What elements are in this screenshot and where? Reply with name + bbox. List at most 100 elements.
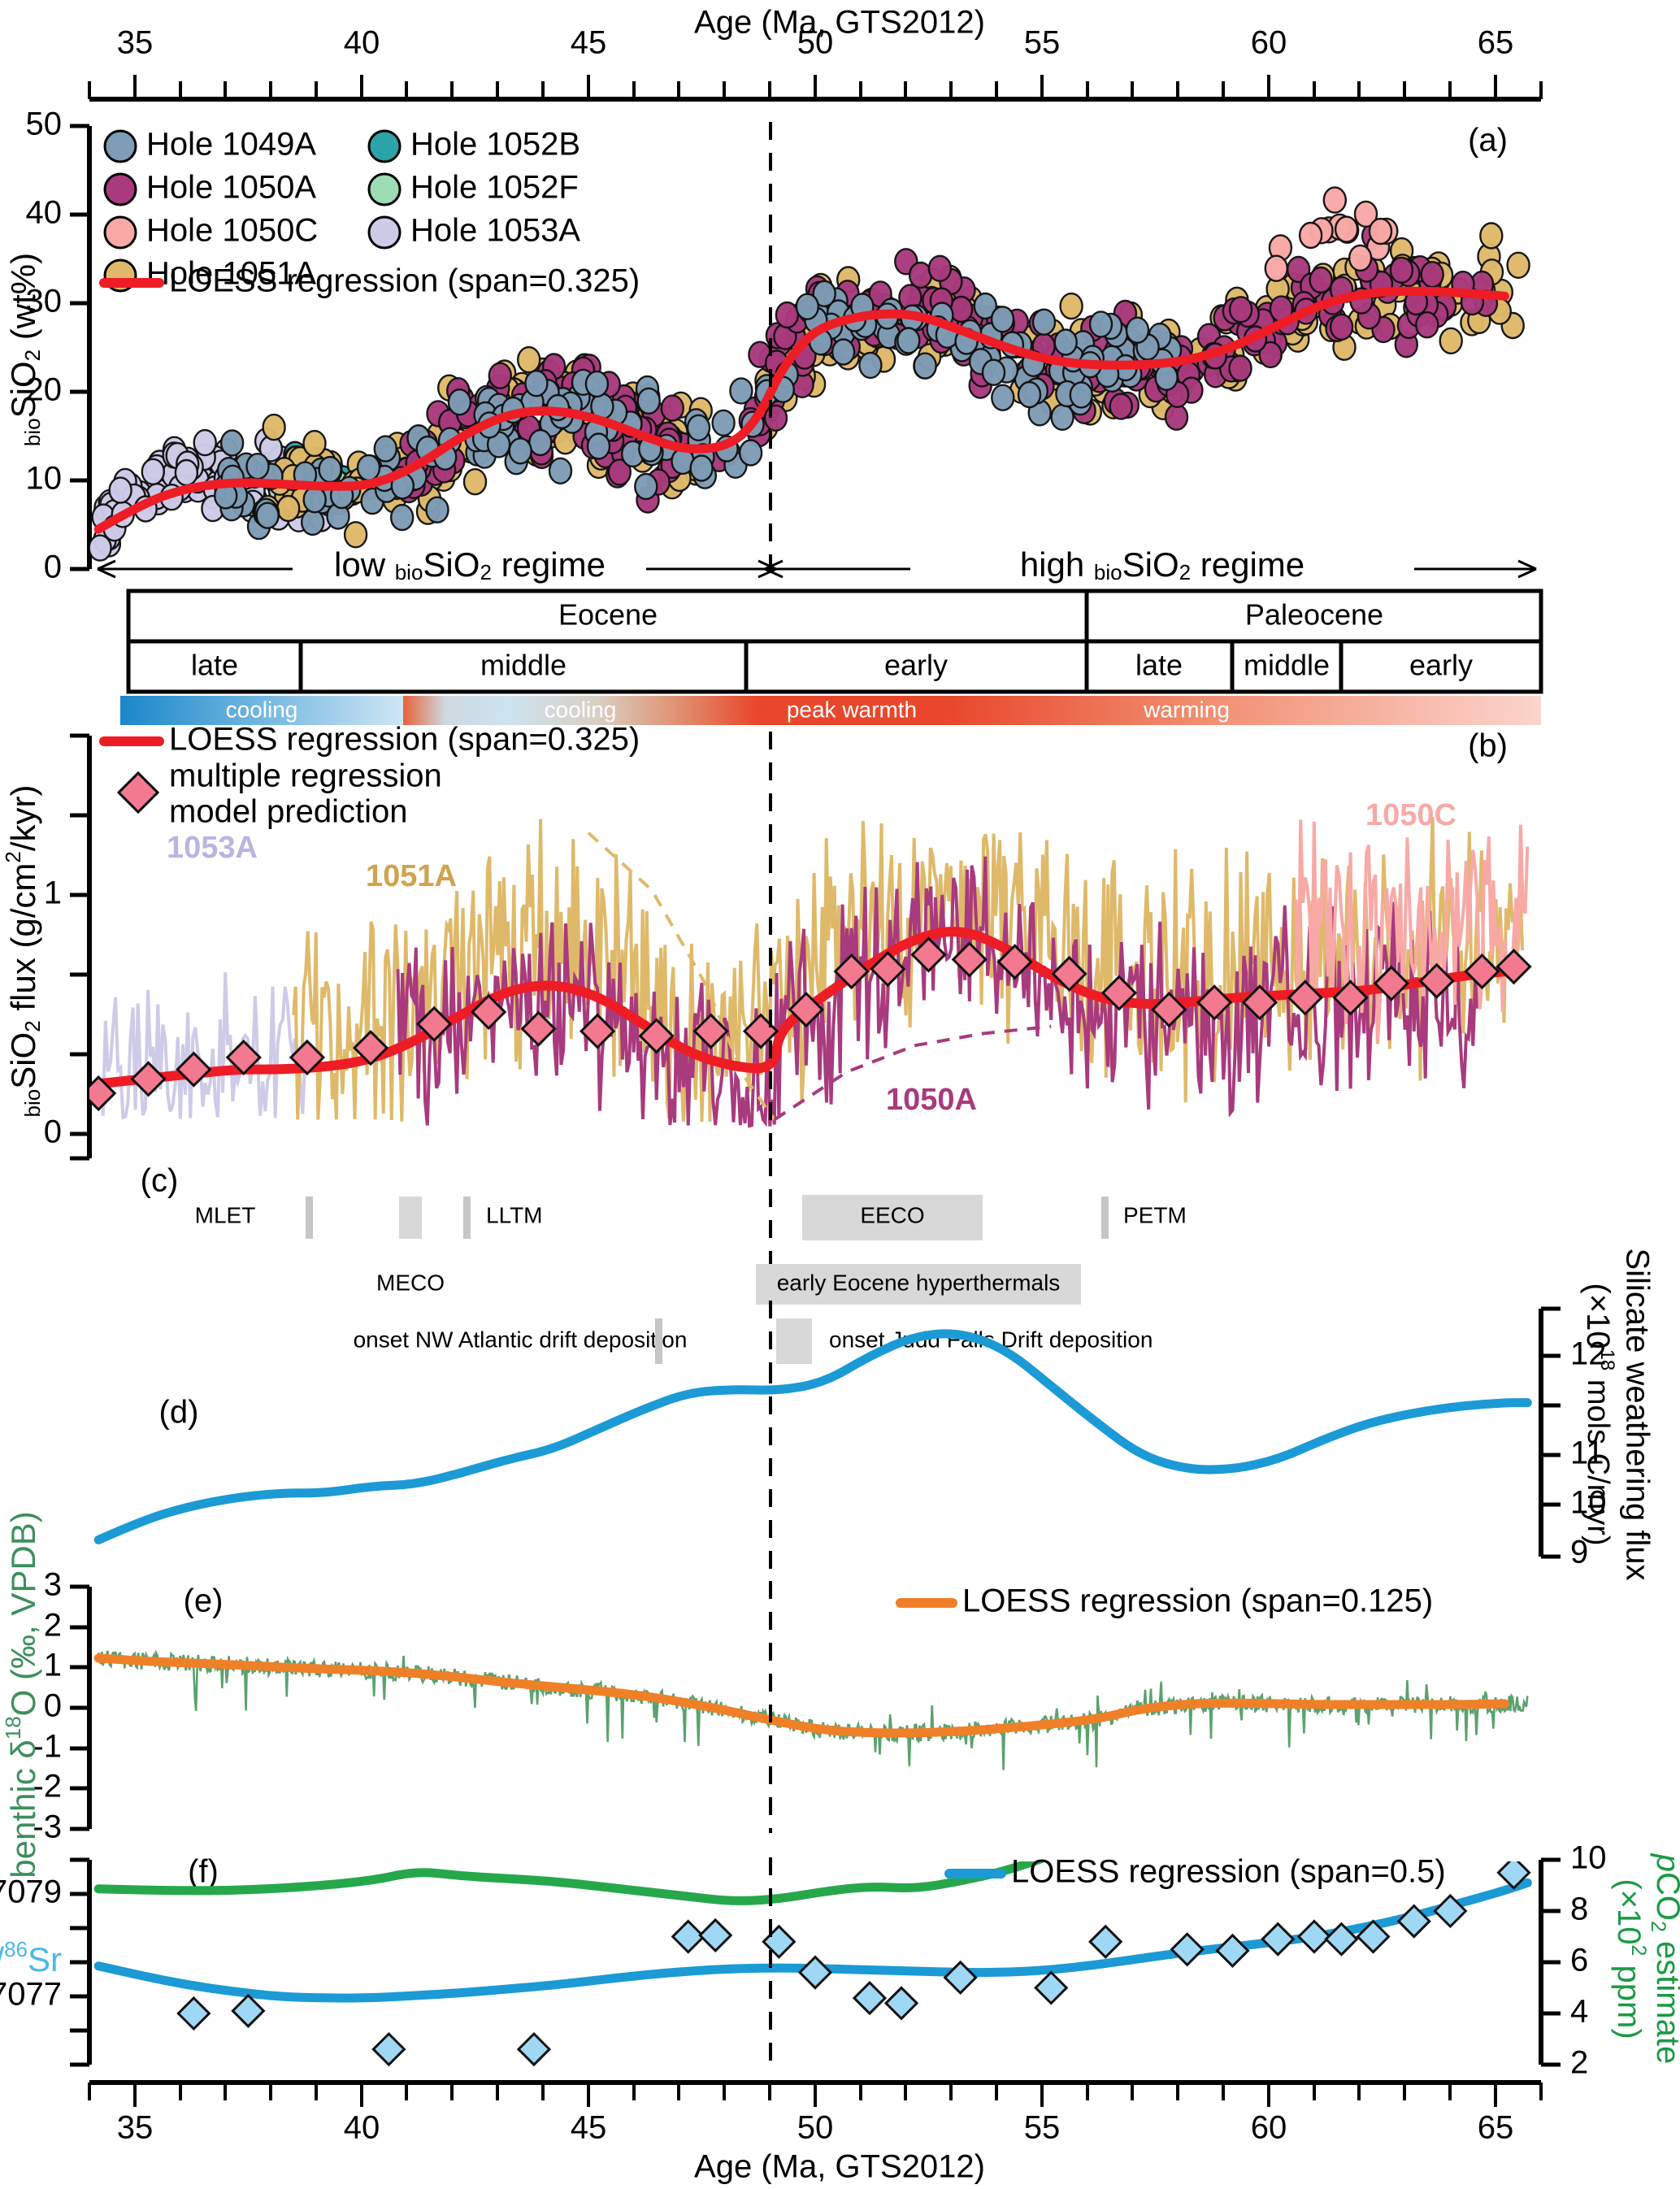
model-prediction-diamond [833, 953, 870, 990]
legend-label-1050a: Hole 1050A [146, 170, 316, 206]
panel-f-right-tick-2: 2 [1570, 2045, 1588, 2081]
stage-label-paleocene-middle: middle [1244, 649, 1330, 682]
svg-text:(×102 ppm): (×102 ppm) [1611, 1878, 1650, 2039]
climate-band-row: cooling cooling peak warmth warming [120, 696, 1541, 725]
legend-label-model-1: multiple regression [169, 758, 442, 794]
stage-label-eocene-late: late [191, 649, 238, 682]
panel-a: 50 40 30 20 10 0 bioSiO2 (wt%) (a) Hole … [4, 106, 1537, 585]
panel-a-id: (a) [1468, 123, 1508, 159]
site-label-1053a: 1053A [167, 831, 258, 865]
pco2-diamond [516, 2031, 552, 2067]
bottom-tick-45: 45 [571, 2110, 607, 2146]
panel-f-ylabel-sr: 87Sr/86Sr [0, 1937, 62, 1978]
legend-label-1051a: Hole 1051A [146, 256, 316, 292]
panel-e-ytick-1: 1 [44, 1648, 62, 1683]
legend-label-1053a: Hole 1053A [410, 213, 580, 249]
climate-label-cooling-1: cooling [226, 697, 298, 722]
pco2-diamond [883, 1986, 919, 2021]
model-prediction-diamond [579, 1013, 616, 1049]
epoch-row [126, 589, 1543, 644]
panel-f-ytick-07077: 0.7077 [0, 1977, 62, 2013]
model-prediction-diamond [1151, 991, 1187, 1028]
stage-label-eocene-early: early [884, 649, 948, 682]
legend-label-loess-b: LOESS regression (span=0.325) [169, 722, 640, 758]
panel-a-ytick-10: 10 [26, 461, 63, 497]
panel-f-right-tick-10: 10 [1570, 1840, 1607, 1876]
bottom-tick-40: 40 [344, 2110, 380, 2146]
pco2-diamond [371, 2031, 406, 2067]
bottom-axis-label: Age (Ma, GTS2012) [694, 2149, 985, 2185]
model-prediction-diamond [788, 991, 824, 1028]
event-label-nw-atlantic-drift: onset NW Atlantic drift deposition [354, 1327, 688, 1352]
regime-label-low: low bioSiO2 regime [334, 545, 606, 584]
model-prediction-diamond [289, 1039, 326, 1076]
panel-e-ytick-0: 0 [44, 1688, 62, 1724]
panel-e-ytick-2: 2 [44, 1608, 62, 1644]
legend-label-loess-f: LOESS regression (span=0.5) [1011, 1854, 1446, 1890]
pco2-diamond [797, 1955, 833, 1990]
panel-f: 0.7079 0.7077 87Sr/86Sr (f) 10 8 6 4 2 p… [0, 1840, 1680, 2081]
model-prediction-diamond [692, 1013, 729, 1049]
panel-e: 3 2 1 0 -1 -2 -3 benthic δ18O (‰, VPDB) … [1, 1511, 1529, 1878]
panel-b-trace-1053a [101, 972, 307, 1120]
pco2-diamond [1396, 1904, 1431, 1939]
epoch-label-paleocene: Paleocene [1245, 598, 1383, 632]
panel-d: 12 11 10 9 Silicate weathering flux (×10… [93, 1248, 1655, 1581]
panel-b-ylabel: bioSiO2 flux (g/cm2/kyr) [1, 784, 45, 1117]
panel-b-traces [89, 816, 1532, 1128]
top-tick-60: 60 [1251, 25, 1287, 61]
event-tick-petm [1101, 1197, 1109, 1239]
model-prediction-diamond [1464, 953, 1500, 990]
timescale-bars: Eocene Paleocene late middle early late … [120, 589, 1543, 725]
event-box-meco [399, 1197, 422, 1239]
model-prediction-diamond [89, 1075, 117, 1112]
svg-text:bioSiO2 (wt%): bioSiO2 (wt%) [4, 253, 45, 446]
panel-d-id: (d) [159, 1395, 199, 1431]
climate-band-cooling-1 [120, 696, 403, 725]
panel-b-ytick-0: 0 [44, 1114, 62, 1150]
panel-a-ytick-40: 40 [26, 195, 63, 231]
panel-d-ytick-9: 9 [1570, 1535, 1588, 1570]
model-prediction-diamond [1418, 962, 1455, 999]
top-tick-45: 45 [571, 25, 607, 61]
model-prediction-diamond [176, 1051, 212, 1088]
model-prediction-diamond [1332, 979, 1369, 1016]
model-prediction-diamond [1496, 949, 1532, 985]
panel-f-sr-curve [93, 1861, 1047, 1905]
pco2-diamond [231, 1993, 266, 2028]
stage-label-paleocene-late: late [1135, 649, 1183, 682]
panel-e-ytick-m2: -2 [33, 1769, 62, 1805]
pco2-diamond [1261, 1922, 1296, 1957]
stage-row [126, 639, 1543, 694]
pco2-diamond [671, 1919, 705, 1954]
event-box-judd-falls [776, 1318, 812, 1364]
event-tick-lltm [463, 1197, 471, 1239]
panel-f-right-tick-6: 6 [1570, 1943, 1588, 1978]
climate-band-peak-warmth [757, 696, 947, 725]
panel-f-ytick-07079: 0.7079 [0, 1874, 62, 1910]
panel-e-loess-line [93, 1653, 1509, 1738]
model-prediction-diamond [870, 951, 906, 988]
top-axis-label: Age (Ma, GTS2012) [694, 5, 985, 41]
panel-c-id: (c) [141, 1163, 179, 1199]
event-tick-mlet [306, 1197, 313, 1239]
panel-d-ytick-12: 12 [1570, 1336, 1607, 1372]
legend-label-1050c: Hole 1050C [146, 213, 318, 249]
panel-d-ylabel-line1: Silicate weathering flux [1619, 1248, 1655, 1580]
top-tick-65: 65 [1478, 25, 1514, 61]
climate-band-cooling-2 [403, 696, 757, 725]
panel-e-ylabel: benthic δ18O (‰, VPDB) [1, 1511, 42, 1878]
model-prediction-diamond [1196, 984, 1233, 1021]
bottom-tick-50: 50 [797, 2110, 834, 2146]
pco2-diamond [1215, 1933, 1250, 1968]
legend-dot-1052b [367, 129, 402, 163]
panel-a-ytick-20: 20 [26, 372, 63, 408]
panel-f-id: (f) [188, 1854, 219, 1890]
panel-e-id: (e) [184, 1583, 224, 1619]
model-prediction-diamond [1051, 955, 1087, 992]
model-prediction-diamond [1100, 975, 1138, 1011]
model-prediction-diamond [638, 1018, 675, 1054]
model-prediction-diamond [416, 1005, 453, 1042]
top-axis: Age (Ma, GTS2012) 35 40 45 50 55 60 65 [88, 5, 1543, 102]
stage-label-eocene-middle: middle [480, 649, 567, 682]
